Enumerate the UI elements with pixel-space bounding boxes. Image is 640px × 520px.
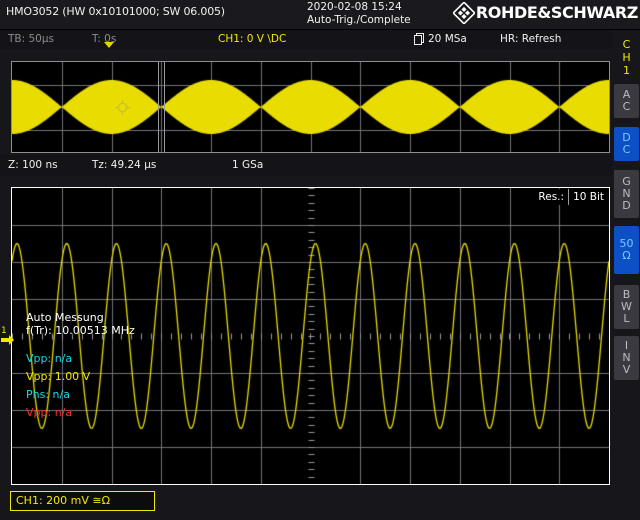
memory-depth-icon [414, 33, 425, 49]
main-waveform-display[interactable]: Res.: 10 Bit Auto Messung f(Tr): 10.0051… [11, 187, 610, 485]
sidebar-item-char: D [622, 131, 631, 144]
level-arrow-icon [1, 335, 14, 345]
sidebar-item-char: W [621, 300, 632, 313]
zoom-position-label[interactable]: Tz: 49.24 µs [92, 159, 157, 171]
sidebar-title-char: 1 [623, 64, 630, 77]
datetime-label: 2020-02-08 15:24 [307, 1, 402, 13]
datetime-status-block: 2020-02-08 15:24 Auto-Trig./Complete [307, 1, 411, 27]
memory-depth-label: 20 MSa [428, 33, 467, 45]
sidebar-item-char: I [624, 339, 629, 352]
header-bar: HMO3052 (HW 0x10101000; SW 06.005) 2020-… [0, 0, 640, 30]
sidebar-item-char: N [622, 187, 631, 200]
resolution-indicator: Res.: 10 Bit [533, 189, 609, 205]
main-trace-canvas [12, 188, 609, 484]
measurement-row: Vpp: n/a [26, 352, 73, 365]
trigger-position-marker-icon[interactable] [104, 42, 114, 48]
overview-trace-canvas [12, 62, 609, 152]
measurement-row: Phs: n/a [26, 388, 70, 401]
sidebar-item-char: L [623, 312, 630, 325]
sidebar-item-char: Ω [622, 249, 631, 262]
channel1-status-badge[interactable]: CH1: 200 mV ≅Ω [10, 491, 155, 511]
frequency-measurement-label: f(Tr): 10.00513 MHz [26, 324, 135, 337]
sidebar-item-char: N [622, 351, 631, 364]
zoom-timebase-label[interactable]: Z: 100 ns [8, 159, 58, 171]
rohde-schwarz-logo: ROHDE&SCHWARZ [452, 2, 639, 24]
sidebar-item-char: C [622, 100, 631, 113]
channel-level-marker-label: 1 [1, 326, 7, 336]
measurement-row: Vpp: 1.00 V [26, 370, 91, 383]
sidebar-title-char: C [622, 38, 631, 51]
timebase-label[interactable]: TB: 50µs [8, 33, 55, 45]
auto-measurement-overlay: Auto Messung f(Tr): 10.00513 MHz Vpp: n/… [26, 312, 135, 422]
measurement-title-label: Auto Messung [26, 311, 104, 324]
sidebar-item-char: A [622, 88, 631, 101]
rs-diamond-icon [452, 2, 475, 24]
zoom-window-left-marker[interactable] [158, 62, 159, 152]
sidebar-item-char: B [622, 288, 631, 301]
sidebar-item-char: V [622, 363, 631, 376]
zoom-window-right-marker[interactable] [164, 62, 165, 152]
sidebar-item-char: 50 [619, 237, 634, 250]
sidebar-item-char: G [622, 175, 631, 188]
trigger-status-label: Auto-Trig./Complete [307, 14, 411, 26]
sidebar-title-char: H [622, 51, 631, 64]
sidebar-item-char: C [622, 143, 631, 156]
overview-waveform-display[interactable] [11, 61, 610, 153]
rs-wordmark: ROHDE&SCHWARZ [475, 3, 639, 22]
acquisition-mode-label[interactable]: HR: Refresh [500, 33, 562, 45]
acquisition-info-bar: TB: 50µs T: 0s CH1: 0 V \DC 20 MSa HR: R… [0, 30, 612, 49]
bottom-status-bar: CH1: 200 mV ≅Ω [0, 487, 612, 520]
channel-coupling-label[interactable]: CH1: 0 V \DC [218, 33, 287, 45]
channel-level-marker[interactable]: 1 [0, 326, 16, 350]
measurement-row: Vpp: n/a [26, 406, 73, 419]
resolution-key-label: Res.: [538, 191, 565, 203]
instrument-model-label: HMO3052 (HW 0x10101000; SW 06.005) [6, 5, 225, 18]
resolution-value-label: 10 Bit [568, 189, 609, 205]
reference-crosshair-icon [115, 100, 130, 115]
sidebar-item-50ohm[interactable]: 50 Ω [614, 226, 639, 274]
zoom-info-bar: Z: 100 ns Tz: 49.24 µs 1 GSa [0, 155, 612, 176]
sample-rate-label: 1 GSa [232, 159, 264, 171]
sidebar-item-char: D [622, 199, 631, 212]
